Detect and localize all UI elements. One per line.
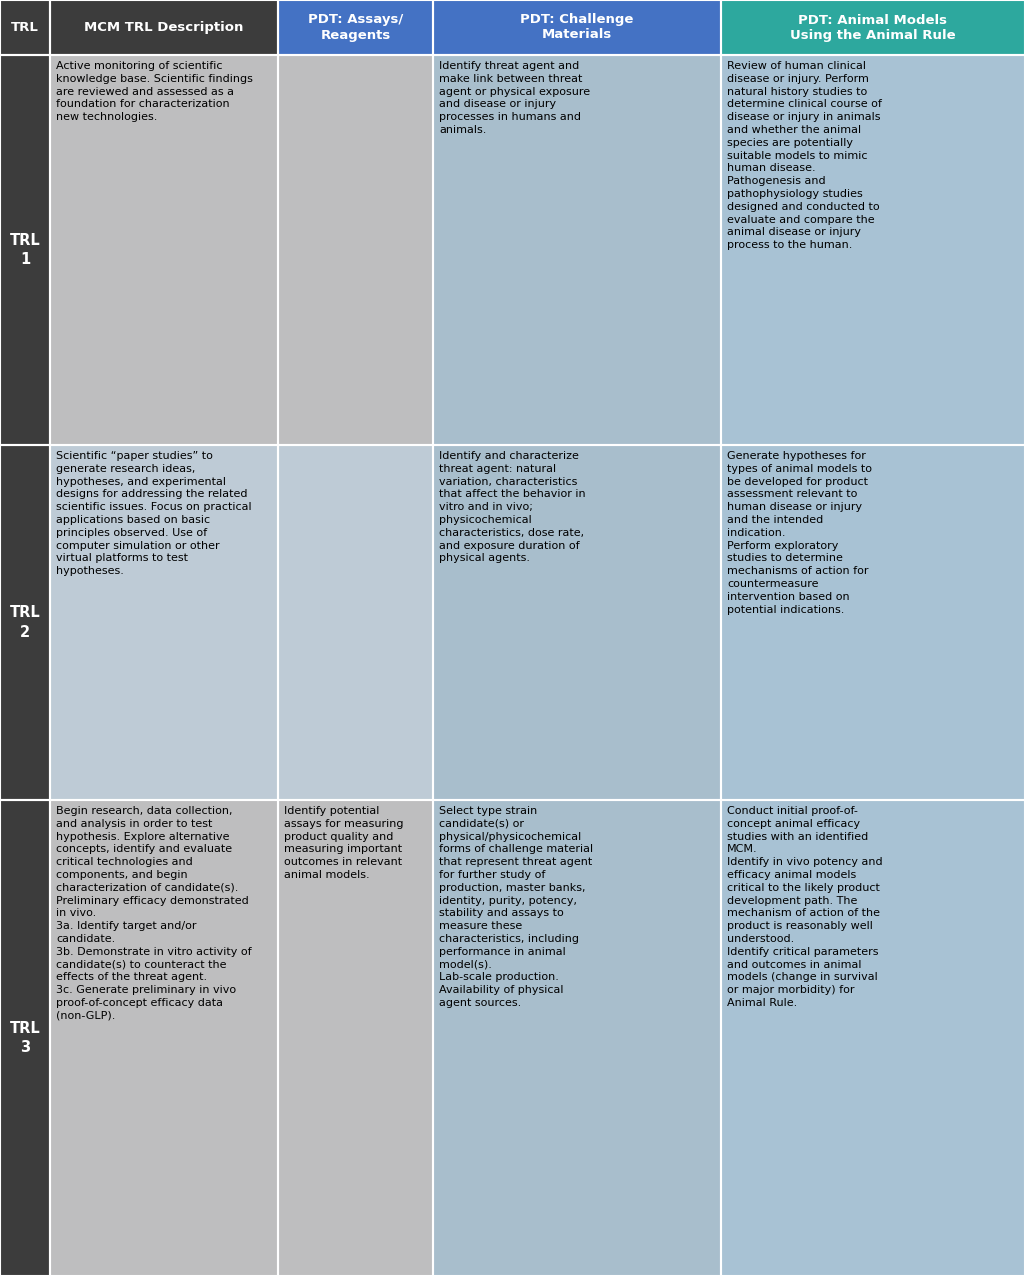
Bar — [1, 56, 49, 444]
Bar — [279, 56, 433, 444]
Text: Identify threat agent and
make link between threat
agent or physical exposure
an: Identify threat agent and make link betw… — [439, 61, 590, 135]
Text: Select type strain
candidate(s) or
physical/physicochemical
forms of challenge m: Select type strain candidate(s) or physi… — [439, 806, 593, 1008]
Text: TRL
1: TRL 1 — [9, 234, 40, 267]
Text: PDT: Assays/
Reagents: PDT: Assays/ Reagents — [308, 14, 403, 42]
Bar — [1, 445, 49, 799]
Bar — [279, 1, 433, 55]
Text: TRL
3: TRL 3 — [9, 1021, 40, 1055]
Text: MCM TRL Description: MCM TRL Description — [84, 20, 244, 34]
Text: Conduct initial proof-of-
concept animal efficacy
studies with an identified
MCM: Conduct initial proof-of- concept animal… — [727, 806, 883, 1008]
Bar — [51, 1, 277, 55]
Bar — [722, 56, 1024, 444]
Text: Identify and characterize
threat agent: natural
variation, characteristics
that : Identify and characterize threat agent: … — [439, 450, 585, 564]
Text: TRL: TRL — [11, 20, 39, 34]
Text: Begin research, data collection,
and analysis in order to test
hypothesis. Explo: Begin research, data collection, and ana… — [56, 806, 251, 1021]
Text: Review of human clinical
disease or injury. Perform
natural history studies to
d: Review of human clinical disease or inju… — [727, 61, 882, 250]
Text: TRL
2: TRL 2 — [9, 605, 40, 639]
Text: PDT: Challenge
Materials: PDT: Challenge Materials — [521, 14, 633, 42]
Text: Scientific “paper studies” to
generate research ideas,
hypotheses, and experimen: Scientific “paper studies” to generate r… — [56, 450, 251, 577]
Bar — [51, 445, 277, 799]
Bar — [434, 445, 721, 799]
Text: Active monitoring of scientific
knowledge base. Scientific findings
are reviewed: Active monitoring of scientific knowledg… — [56, 61, 253, 122]
Text: Generate hypotheses for
types of animal models to
be developed for product
asses: Generate hypotheses for types of animal … — [727, 450, 872, 615]
Text: Identify potential
assays for measuring
product quality and
measuring important
: Identify potential assays for measuring … — [284, 806, 404, 880]
Bar — [51, 801, 277, 1275]
Bar — [279, 801, 433, 1275]
Text: PDT: Animal Models
Using the Animal Rule: PDT: Animal Models Using the Animal Rule — [790, 14, 955, 42]
Bar — [434, 801, 721, 1275]
Bar — [722, 801, 1024, 1275]
Bar — [434, 56, 721, 444]
Bar — [722, 1, 1024, 55]
Bar — [434, 1, 721, 55]
Bar — [722, 445, 1024, 799]
Bar — [1, 1, 49, 55]
Bar — [51, 56, 277, 444]
Bar — [1, 801, 49, 1275]
Bar — [279, 445, 433, 799]
